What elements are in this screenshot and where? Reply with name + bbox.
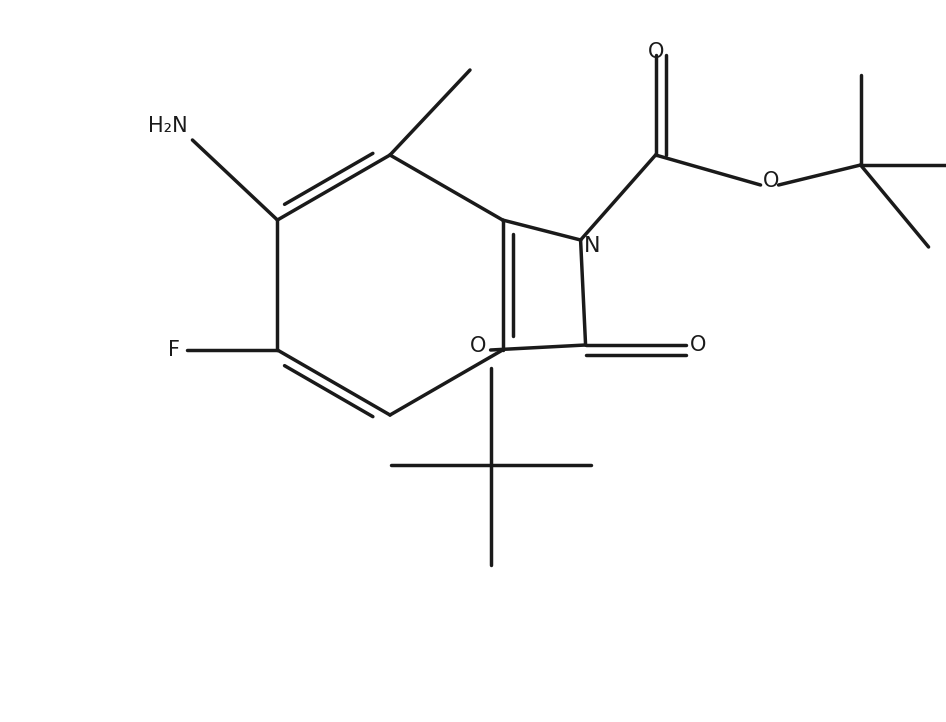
Text: F: F [167,340,180,360]
Text: O: O [762,171,779,191]
Text: H₂N: H₂N [149,116,187,136]
Text: O: O [469,336,486,357]
Text: N: N [584,236,600,256]
Text: O: O [691,335,707,355]
Text: O: O [647,42,664,62]
